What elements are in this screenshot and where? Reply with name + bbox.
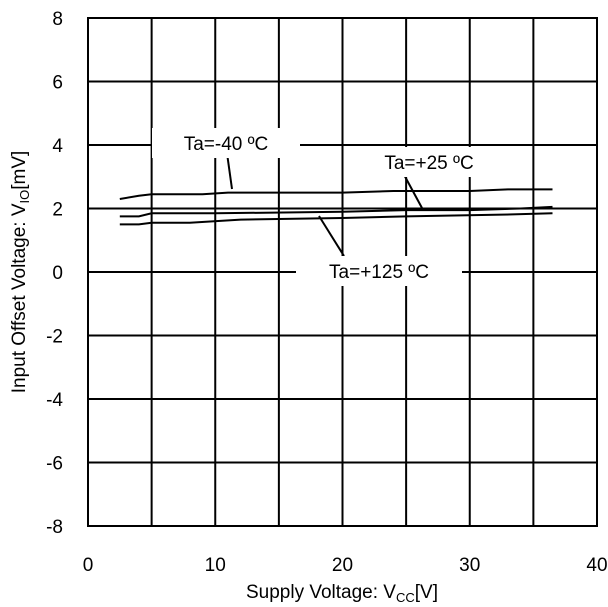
x-tick-label: 40 xyxy=(586,555,607,576)
annotation-label: Ta=+25 ºC xyxy=(384,153,473,174)
y-tick-label: 6 xyxy=(52,73,63,94)
x-axis-label-suffix: [V] xyxy=(415,582,438,603)
y-tick-label: -6 xyxy=(46,454,63,475)
annotation-leader xyxy=(318,215,345,257)
x-tick-label: 20 xyxy=(332,555,353,576)
y-axis-label: Input Offset Voltage: VIO[mV] xyxy=(9,151,32,394)
y-tick-labels: -8 -6 -4 -2 0 2 4 6 8 xyxy=(46,9,63,538)
x-tick-label: 0 xyxy=(83,555,94,576)
y-tick-label: -8 xyxy=(46,517,63,538)
x-tick-label: 10 xyxy=(205,555,226,576)
plot-frame xyxy=(87,17,598,527)
annotation-box xyxy=(296,256,462,286)
annotation-label: Ta=-40 ºC xyxy=(184,134,269,155)
x-axis-label-prefix: Supply Voltage: V xyxy=(246,582,396,603)
series-line-1 xyxy=(119,205,553,218)
y-axis-label-prefix: Input Offset Voltage: V xyxy=(9,203,30,393)
y-axis-label-sub: IO xyxy=(17,190,32,204)
annotations: Ta=-40 ºC Ta=+25 ºC Ta=+125 ºC xyxy=(152,128,503,286)
y-tick-label: 4 xyxy=(52,136,63,157)
series-lines xyxy=(119,188,553,226)
annotation-box xyxy=(152,128,300,158)
annotation-label: Ta=+125 ºC xyxy=(329,262,429,283)
series-line-2 xyxy=(119,212,553,226)
x-axis-label: Supply Voltage: VCC[V] xyxy=(246,582,438,605)
annotation-leader xyxy=(401,170,423,209)
y-axis-label-suffix: [mV] xyxy=(9,151,30,190)
y-tick-label: 8 xyxy=(52,9,63,30)
x-tick-labels: 0 10 20 30 40 xyxy=(83,555,608,576)
y-tick-label: 2 xyxy=(52,200,63,221)
annotation-box xyxy=(355,147,503,177)
y-tick-label: -2 xyxy=(46,327,63,348)
y-tick-label: 0 xyxy=(52,263,63,284)
x-tick-label: 30 xyxy=(459,555,480,576)
x-axis-label-sub: CC xyxy=(396,590,415,605)
y-tick-label: -4 xyxy=(46,390,63,411)
series-line-0 xyxy=(119,188,553,200)
